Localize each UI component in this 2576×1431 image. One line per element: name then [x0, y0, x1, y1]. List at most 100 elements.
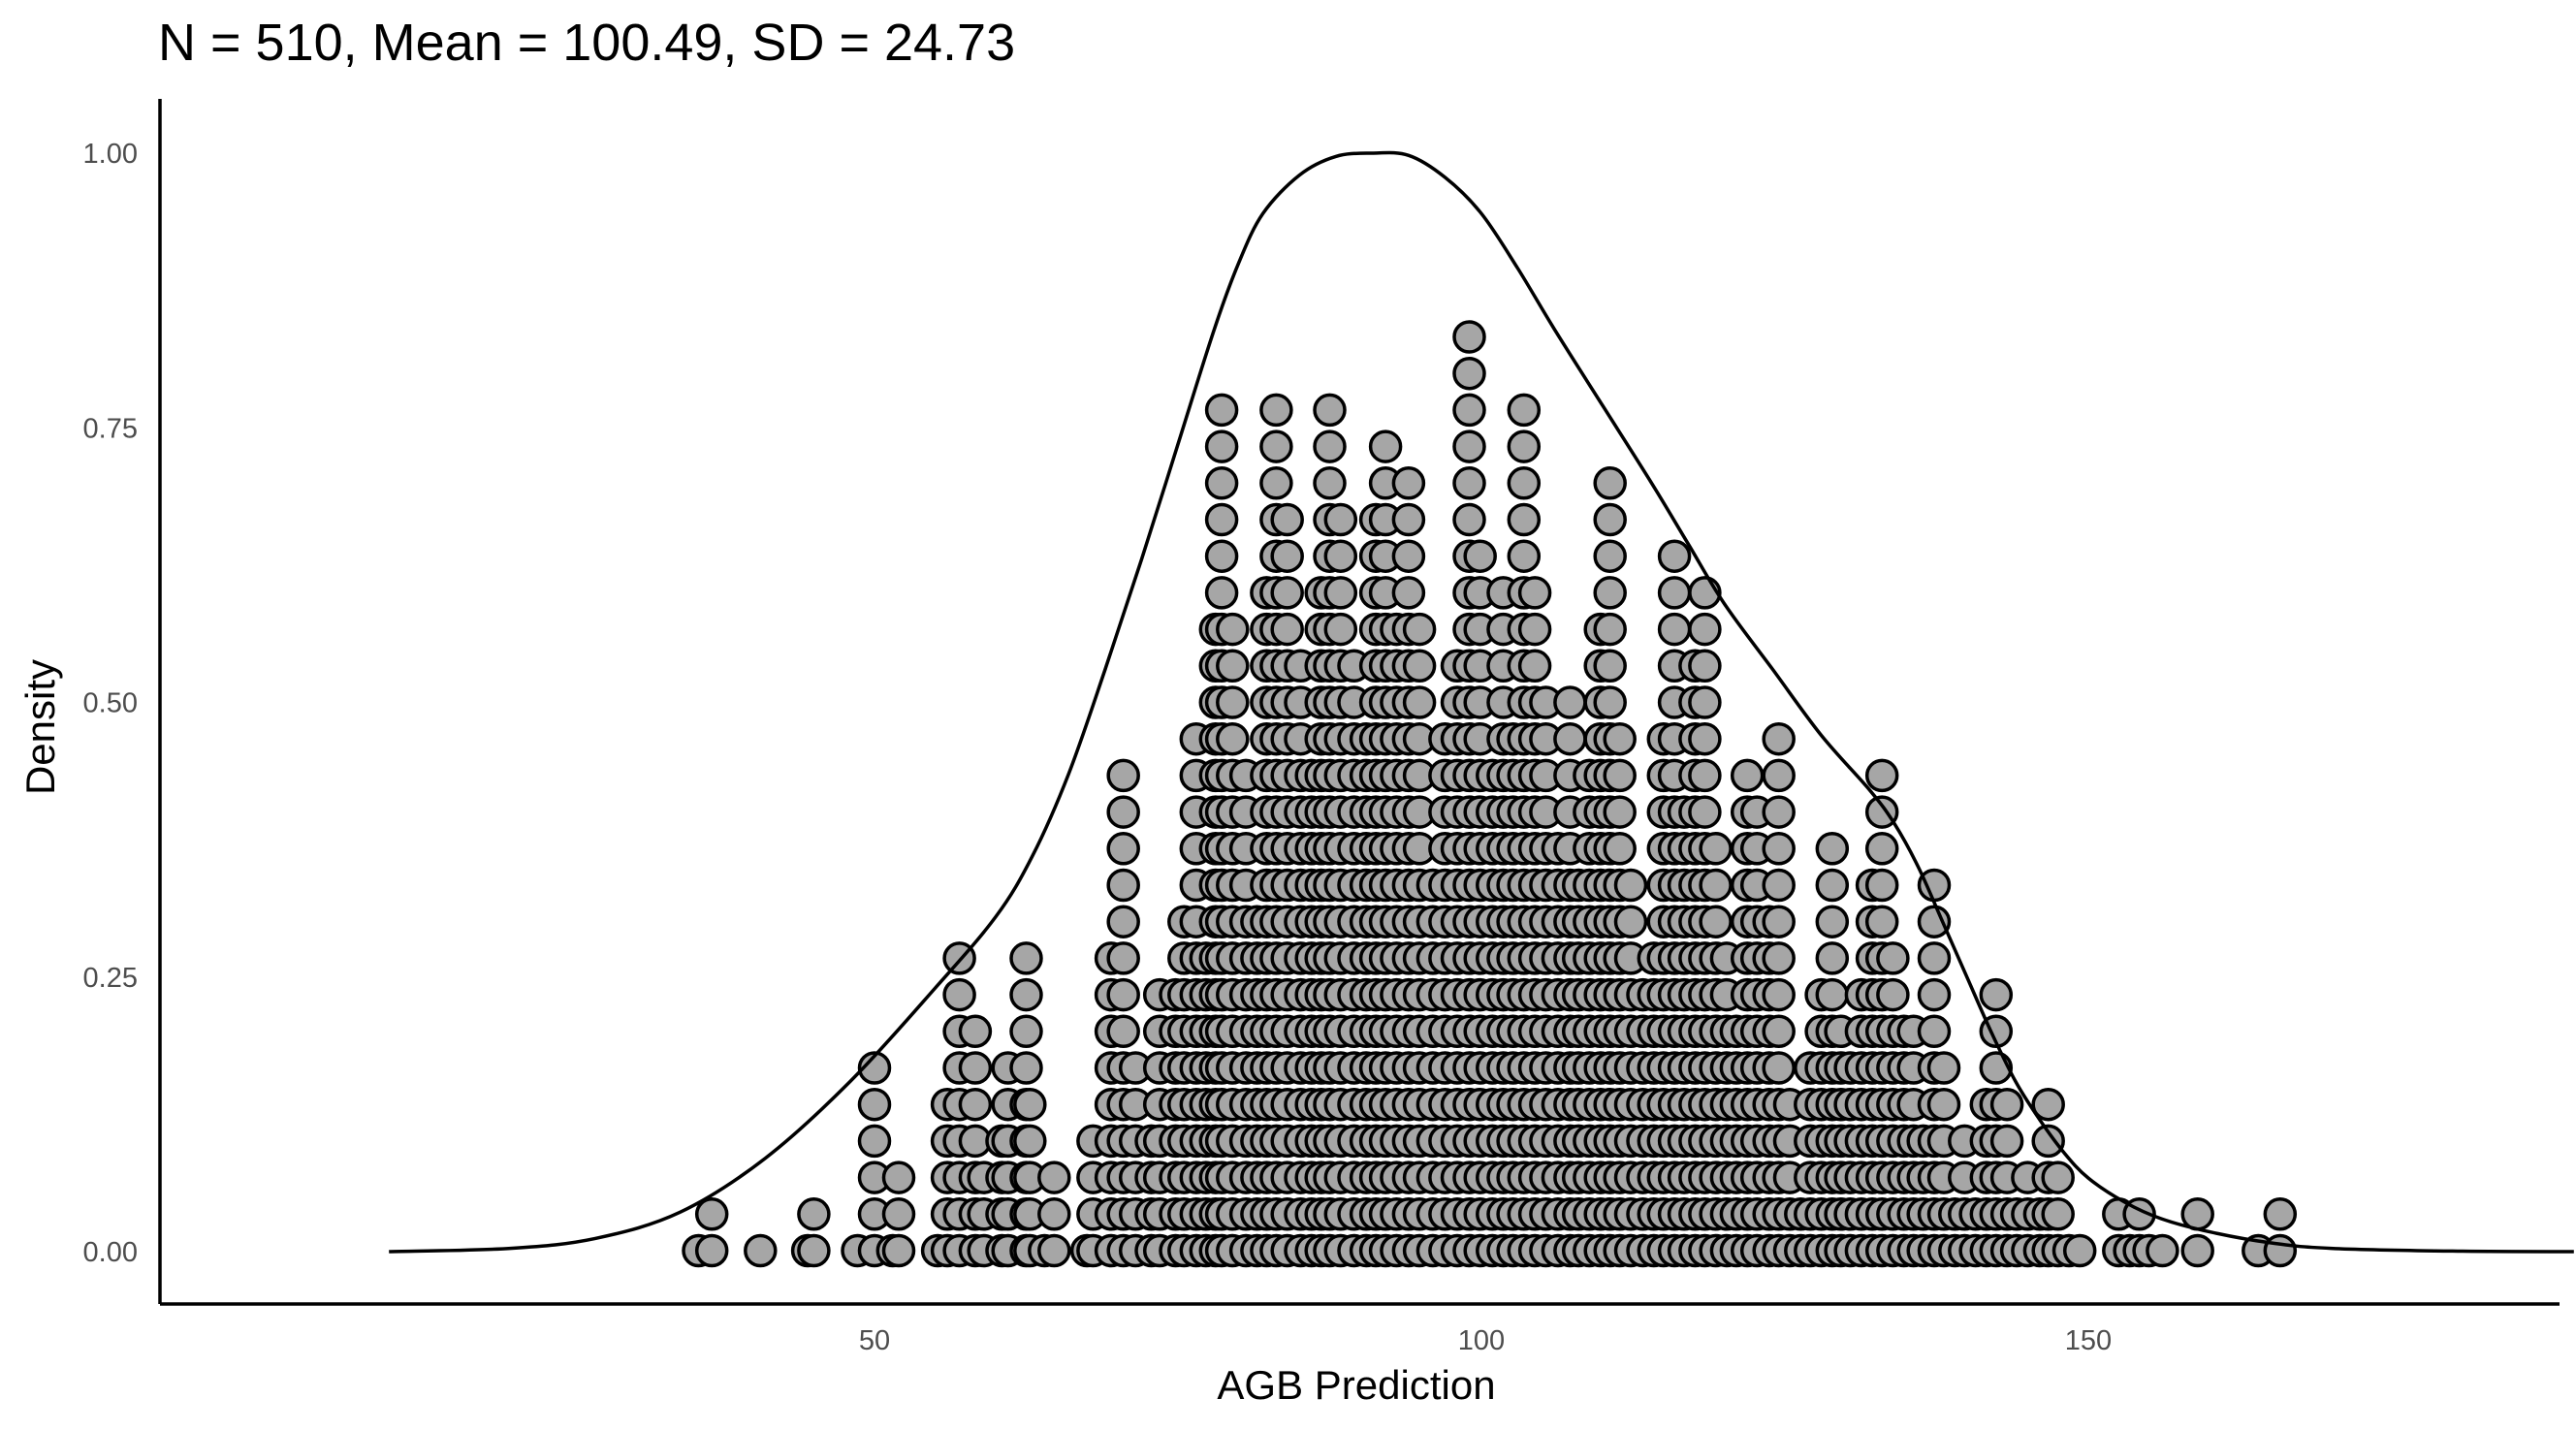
data-dot [1106, 905, 1140, 938]
data-dot [1106, 1014, 1140, 1049]
data-dot [1216, 649, 1250, 684]
data-dot [1270, 576, 1304, 610]
data-dot [1391, 466, 1426, 500]
data-dot [1452, 429, 1486, 463]
data-dot [1876, 941, 1910, 975]
data-dot [1270, 502, 1304, 537]
data-dot [942, 977, 976, 1012]
data-dot [797, 1233, 831, 1268]
data-dot [1864, 795, 1899, 829]
data-dot [694, 1197, 729, 1231]
data-dot [857, 1051, 892, 1085]
data-dot [744, 1233, 778, 1268]
data-dot [1979, 977, 2014, 1012]
data-dot [1368, 429, 1403, 463]
data-dot [1452, 466, 1486, 500]
data-dot [1688, 758, 1722, 793]
data-dot [1323, 576, 1358, 610]
data-dot [1517, 649, 1552, 684]
x-tick-label: 100 [1458, 1325, 1505, 1356]
data-dot [1593, 649, 1627, 684]
data-dot [1815, 941, 1850, 975]
data-dot [1452, 320, 1486, 354]
data-dot [2180, 1233, 2214, 1268]
data-dot [1657, 576, 1692, 610]
data-dot [1106, 977, 1140, 1012]
data-dot [1507, 539, 1542, 573]
data-dot [1815, 832, 1850, 866]
data-dot [958, 1014, 993, 1049]
data-dot [958, 1051, 993, 1085]
data-dot [2031, 1087, 2065, 1122]
data-dot [1216, 612, 1250, 647]
data-dot [1762, 758, 1796, 793]
data-dot [1323, 502, 1358, 537]
data-dot [1106, 868, 1140, 903]
data-dot [1013, 1124, 1047, 1159]
data-dot [1402, 612, 1437, 647]
y-tick-label: 0.50 [83, 688, 138, 719]
data-dot [1699, 868, 1733, 903]
x-axis-label: AGB Prediction [1217, 1362, 1495, 1408]
data-dot [1313, 466, 1347, 500]
data-dot [1917, 977, 1952, 1012]
data-dot [1762, 721, 1796, 756]
data-dot [1926, 1087, 1961, 1122]
data-dot [1507, 429, 1542, 463]
data-dot [1979, 1051, 2014, 1085]
data-dot [797, 1197, 831, 1231]
data-dot [1593, 612, 1627, 647]
data-dot [1517, 576, 1552, 610]
data-dot [1613, 905, 1648, 938]
data-dot [2146, 1233, 2179, 1268]
data-dot [1688, 795, 1722, 829]
data-dot [1452, 356, 1486, 391]
data-dot [1463, 539, 1497, 573]
data-dot [1657, 539, 1692, 573]
data-dot [1106, 758, 1140, 793]
data-dot [2263, 1197, 2298, 1231]
data-dot [1507, 502, 1542, 537]
data-dot [1391, 539, 1426, 573]
data-dot [1657, 612, 1692, 647]
data-dot [1989, 1087, 2024, 1122]
data-dot [1864, 758, 1899, 793]
x-tick-label: 150 [2065, 1325, 2112, 1356]
data-dot [2180, 1197, 2214, 1231]
data-dot [1917, 905, 1952, 938]
data-dot [1699, 832, 1733, 866]
data-dot [1204, 539, 1239, 573]
data-dot [1688, 649, 1722, 684]
data-dot [1762, 832, 1796, 866]
data-dot [1037, 1197, 1071, 1231]
data-dot [1603, 758, 1637, 793]
data-dot [1259, 466, 1293, 500]
data-dot [1452, 502, 1486, 537]
data-dot [1507, 393, 1542, 428]
data-dot [1917, 941, 1952, 975]
data-dot [1762, 941, 1796, 975]
data-dot [2062, 1233, 2097, 1268]
data-dot [1864, 905, 1899, 938]
data-dot [1603, 795, 1637, 829]
data-dot [1037, 1233, 1071, 1268]
data-dot [1009, 1051, 1043, 1085]
data-dot [1259, 429, 1293, 463]
y-axis-label-group: Density [17, 659, 63, 795]
data-dot [1593, 576, 1627, 610]
data-dot [1009, 1014, 1043, 1049]
data-dot [1730, 758, 1765, 793]
y-tick-label: 0.25 [83, 963, 138, 994]
data-dot [857, 1087, 892, 1122]
data-dot [1762, 905, 1796, 938]
data-dot [1762, 1051, 1796, 1085]
data-dot [1452, 393, 1486, 428]
data-dot [1323, 612, 1358, 647]
density-curve [389, 150, 2574, 1254]
y-axis-label: Density [17, 659, 63, 795]
data-dot [1762, 795, 1796, 829]
data-dot [1216, 721, 1250, 756]
data-dot [1009, 977, 1043, 1012]
data-dot [1204, 393, 1239, 428]
